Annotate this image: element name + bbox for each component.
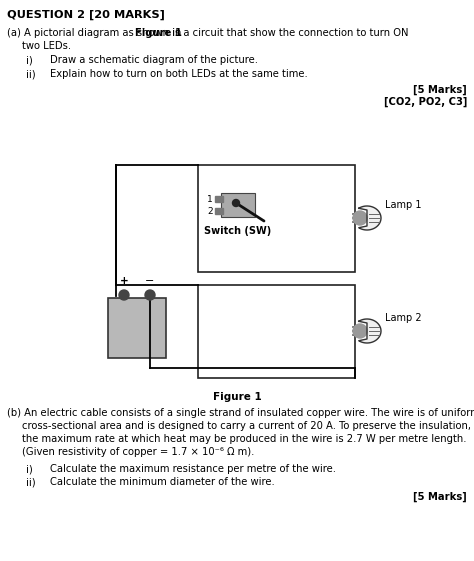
Text: the maximum rate at which heat may be produced in the wire is 2.7 W per metre le: the maximum rate at which heat may be pr… bbox=[22, 434, 466, 444]
Circle shape bbox=[233, 200, 239, 206]
Text: (a) A pictorial diagram as shown in: (a) A pictorial diagram as shown in bbox=[7, 28, 184, 38]
Bar bbox=[215, 208, 223, 214]
Text: Lamp 1: Lamp 1 bbox=[385, 200, 421, 210]
Text: Draw a schematic diagram of the picture.: Draw a schematic diagram of the picture. bbox=[50, 55, 258, 65]
Text: [5 Marks]: [5 Marks] bbox=[413, 492, 467, 502]
Bar bbox=[215, 196, 223, 202]
Text: (b) An electric cable consists of a single strand of insulated copper wire. The : (b) An electric cable consists of a sing… bbox=[7, 408, 474, 418]
Text: QUESTION 2 [20 MARKS]: QUESTION 2 [20 MARKS] bbox=[7, 10, 165, 20]
Text: two LEDs.: two LEDs. bbox=[22, 41, 71, 51]
Text: ii): ii) bbox=[26, 477, 36, 487]
Text: [5 Marks]: [5 Marks] bbox=[413, 85, 467, 95]
Text: i): i) bbox=[26, 55, 33, 65]
Text: 1: 1 bbox=[207, 195, 213, 204]
Text: is a circuit that show the connection to turn ON: is a circuit that show the connection to… bbox=[169, 28, 408, 38]
Text: [CO2, PO2, C3]: [CO2, PO2, C3] bbox=[383, 97, 467, 107]
Text: ii): ii) bbox=[26, 69, 36, 79]
Text: −: − bbox=[146, 276, 155, 286]
Text: i): i) bbox=[26, 464, 33, 474]
Circle shape bbox=[145, 290, 155, 300]
Text: Figure 1: Figure 1 bbox=[213, 392, 261, 402]
FancyBboxPatch shape bbox=[221, 193, 255, 217]
Text: (Given resistivity of copper = 1.7 × 10⁻⁶ Ω m).: (Given resistivity of copper = 1.7 × 10⁻… bbox=[22, 447, 255, 457]
Polygon shape bbox=[359, 319, 381, 343]
Text: Calculate the maximum resistance per metre of the wire.: Calculate the maximum resistance per met… bbox=[50, 464, 336, 474]
Text: cross-sectional area and is designed to carry a current of 20 A. To preserve the: cross-sectional area and is designed to … bbox=[22, 421, 471, 431]
Circle shape bbox=[353, 324, 367, 338]
Text: Calculate the minimum diameter of the wire.: Calculate the minimum diameter of the wi… bbox=[50, 477, 275, 487]
Text: Switch (SW): Switch (SW) bbox=[204, 226, 272, 236]
Circle shape bbox=[353, 211, 367, 225]
Polygon shape bbox=[359, 206, 381, 230]
Text: +: + bbox=[119, 276, 128, 286]
Text: Explain how to turn on both LEDs at the same time.: Explain how to turn on both LEDs at the … bbox=[50, 69, 308, 79]
Circle shape bbox=[119, 290, 129, 300]
Bar bbox=[198, 285, 355, 378]
Text: Figure 1: Figure 1 bbox=[135, 28, 182, 38]
Bar bbox=[198, 165, 355, 272]
Text: Lamp 2: Lamp 2 bbox=[385, 313, 422, 323]
Bar bbox=[108, 298, 166, 358]
Text: 2: 2 bbox=[207, 206, 213, 215]
